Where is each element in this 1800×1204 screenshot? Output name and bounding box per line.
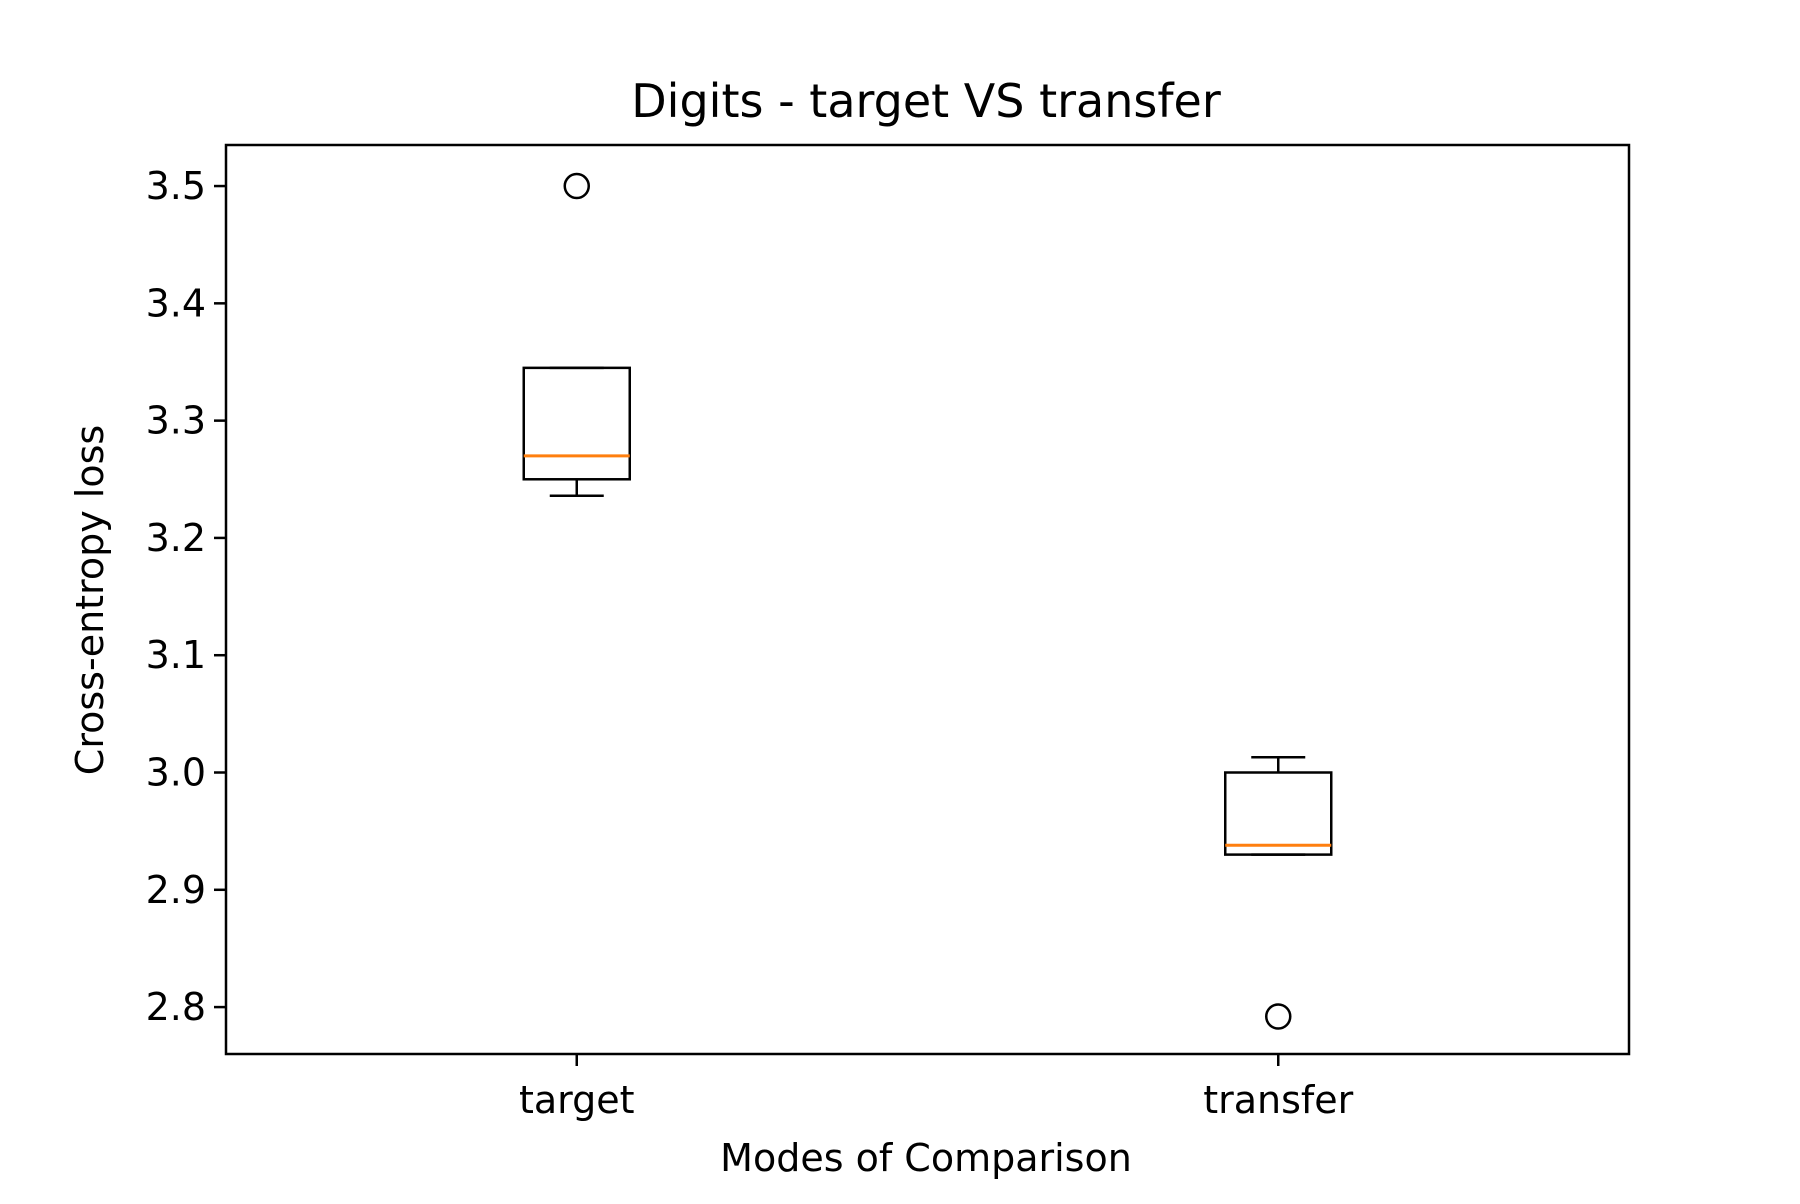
outlier-point [563, 172, 590, 200]
y-tick-label: 3.2 [146, 516, 206, 560]
outlier-point [1265, 1003, 1292, 1030]
y-tick-label: 2.9 [146, 868, 206, 912]
plot-marks [522, 172, 1333, 1030]
plot-frame [224, 143, 1631, 1056]
y-tick-label: 2.8 [146, 985, 206, 1029]
y-axis-ticks: 2.8 2.9 3.0 3.1 3.2 3.3 3.4 3.5 [146, 164, 226, 1029]
chart-title: Digits - target VS transfer [631, 74, 1221, 128]
iqr-box [1224, 771, 1333, 856]
y-tick-label: 3.0 [146, 751, 206, 795]
y-tick-label: 3.4 [146, 281, 206, 325]
y-tick-label: 3.1 [146, 633, 206, 677]
y-tick-label: 3.5 [146, 164, 206, 208]
x-axis-ticks: target transfer [519, 1054, 1354, 1122]
box-target [522, 172, 631, 497]
x-axis-label: Modes of Comparison [720, 1136, 1132, 1180]
iqr-box [522, 366, 631, 481]
x-tick-label: target [519, 1078, 635, 1122]
box-transfer [1224, 756, 1333, 1030]
y-tick-label: 3.3 [146, 399, 206, 443]
x-tick-label: transfer [1203, 1078, 1353, 1122]
y-axis-label: Cross-entropy loss [68, 425, 112, 775]
